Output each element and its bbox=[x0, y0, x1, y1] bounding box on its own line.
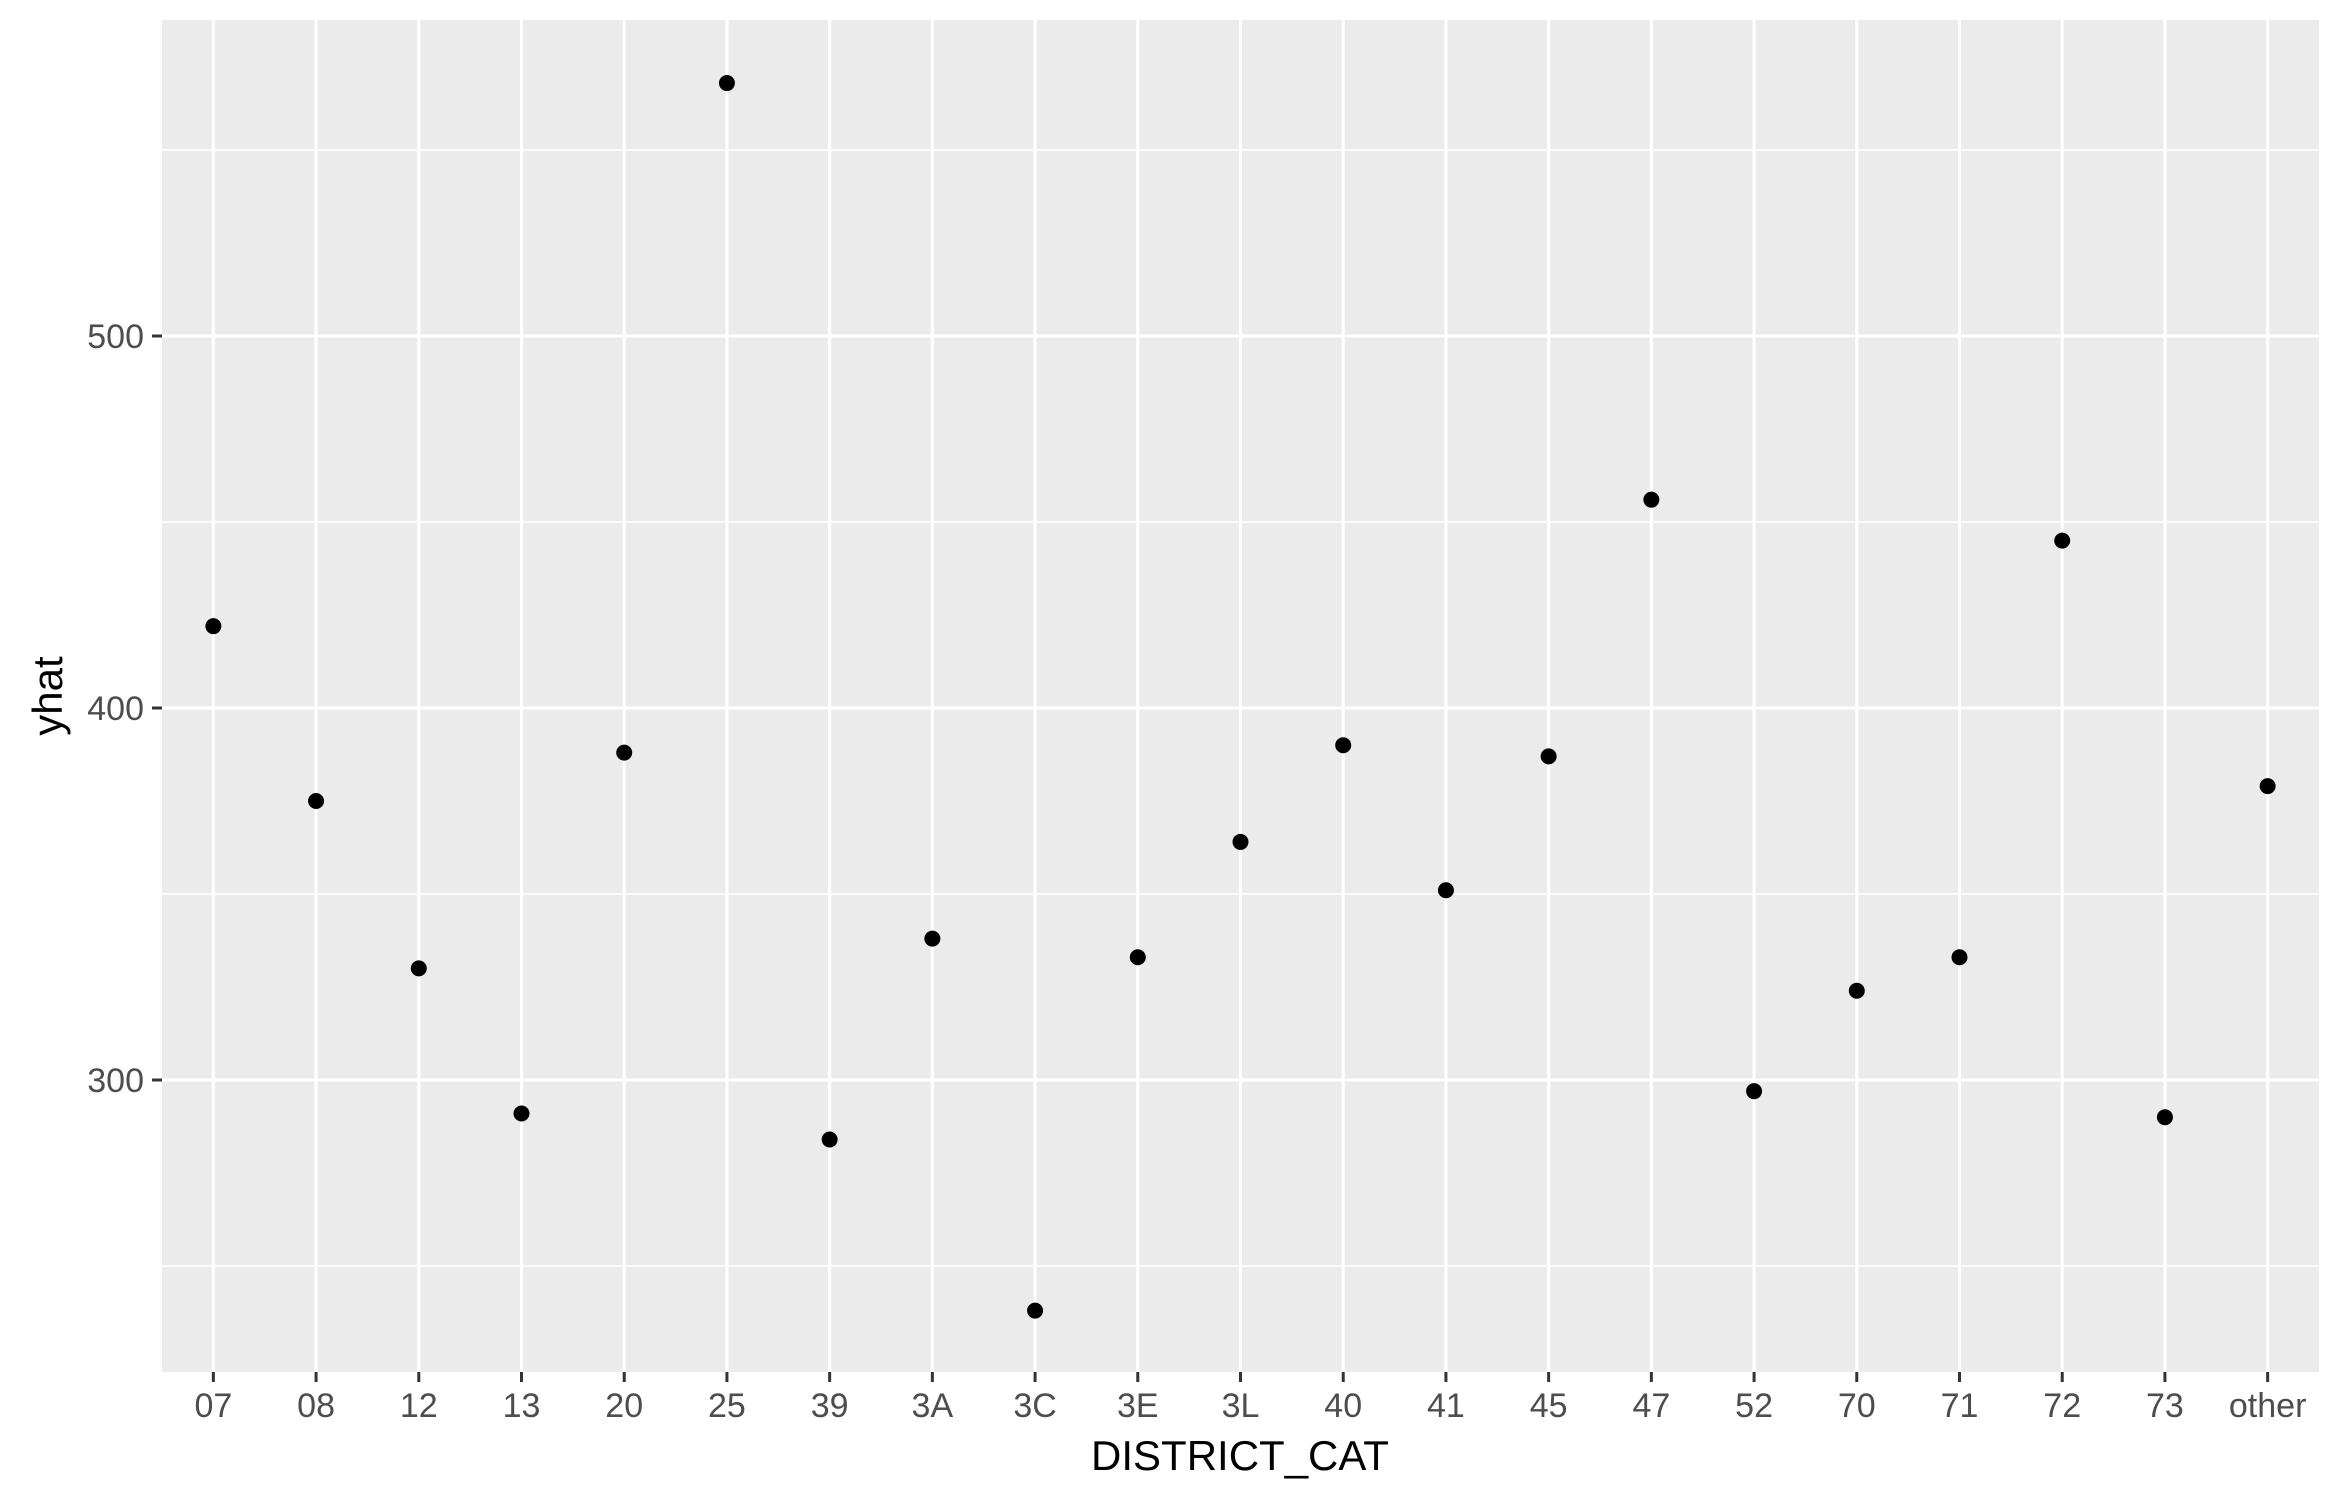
data-point bbox=[513, 1105, 530, 1122]
y-axis: 300 400 500 bbox=[87, 318, 162, 1100]
y-tick-label: 300 bbox=[87, 1062, 144, 1100]
x-tick-label: 3A bbox=[912, 1387, 954, 1425]
data-point bbox=[1643, 491, 1660, 508]
x-tick-label: 07 bbox=[194, 1387, 232, 1425]
data-point bbox=[205, 618, 222, 635]
x-tick-label: 52 bbox=[1735, 1387, 1773, 1425]
data-point bbox=[1232, 833, 1249, 850]
x-axis: 07 08 12 13 20 25 39 3A 3C 3E 3L 40 41 45 47 52 70 71 72 73… bbox=[194, 1372, 2306, 1425]
data-point bbox=[616, 744, 633, 761]
data-point bbox=[308, 793, 325, 809]
x-tick-label: 08 bbox=[297, 1387, 335, 1425]
data-point bbox=[2054, 532, 2071, 549]
x-tick-label: 25 bbox=[708, 1387, 746, 1425]
x-tick-label: 12 bbox=[400, 1387, 438, 1425]
x-axis-title: DISTRICT_CAT bbox=[1091, 1432, 1389, 1479]
data-point bbox=[1848, 982, 1865, 999]
data-point bbox=[924, 930, 941, 947]
data-point bbox=[1437, 882, 1454, 899]
x-tick-label: 3L bbox=[1222, 1387, 1260, 1425]
y-tick-label: 500 bbox=[87, 318, 144, 356]
data-point bbox=[410, 960, 427, 977]
data-point bbox=[1746, 1083, 1763, 1100]
data-point bbox=[1951, 949, 1968, 966]
data-point bbox=[2259, 778, 2276, 795]
x-tick-label: 3E bbox=[1117, 1387, 1159, 1425]
data-point bbox=[718, 75, 735, 92]
data-point bbox=[1335, 737, 1352, 754]
x-tick-label: 3C bbox=[1013, 1387, 1056, 1425]
x-tick-label: 45 bbox=[1530, 1387, 1568, 1425]
x-tick-label: 73 bbox=[2146, 1387, 2184, 1425]
x-tick-label: 41 bbox=[1427, 1387, 1465, 1425]
major-gridlines bbox=[162, 20, 2319, 1372]
data-point bbox=[821, 1131, 838, 1148]
x-tick-label: 47 bbox=[1632, 1387, 1670, 1425]
x-tick-label: 71 bbox=[1941, 1387, 1979, 1425]
x-tick-label: 39 bbox=[811, 1387, 849, 1425]
x-tick-label: 70 bbox=[1838, 1387, 1876, 1425]
x-tick-label: 72 bbox=[2043, 1387, 2081, 1425]
data-point bbox=[2156, 1109, 2173, 1126]
x-tick-label: 20 bbox=[605, 1387, 643, 1425]
y-tick-label: 400 bbox=[87, 690, 144, 728]
y-axis-title: yhat bbox=[24, 656, 71, 736]
data-point bbox=[1540, 748, 1557, 765]
x-tick-label: 13 bbox=[503, 1387, 541, 1425]
x-tick-label: 40 bbox=[1324, 1387, 1362, 1425]
data-points bbox=[205, 75, 2276, 1319]
data-point bbox=[1129, 949, 1146, 966]
x-tick-label: other bbox=[2229, 1387, 2307, 1425]
data-point bbox=[1027, 1302, 1044, 1319]
